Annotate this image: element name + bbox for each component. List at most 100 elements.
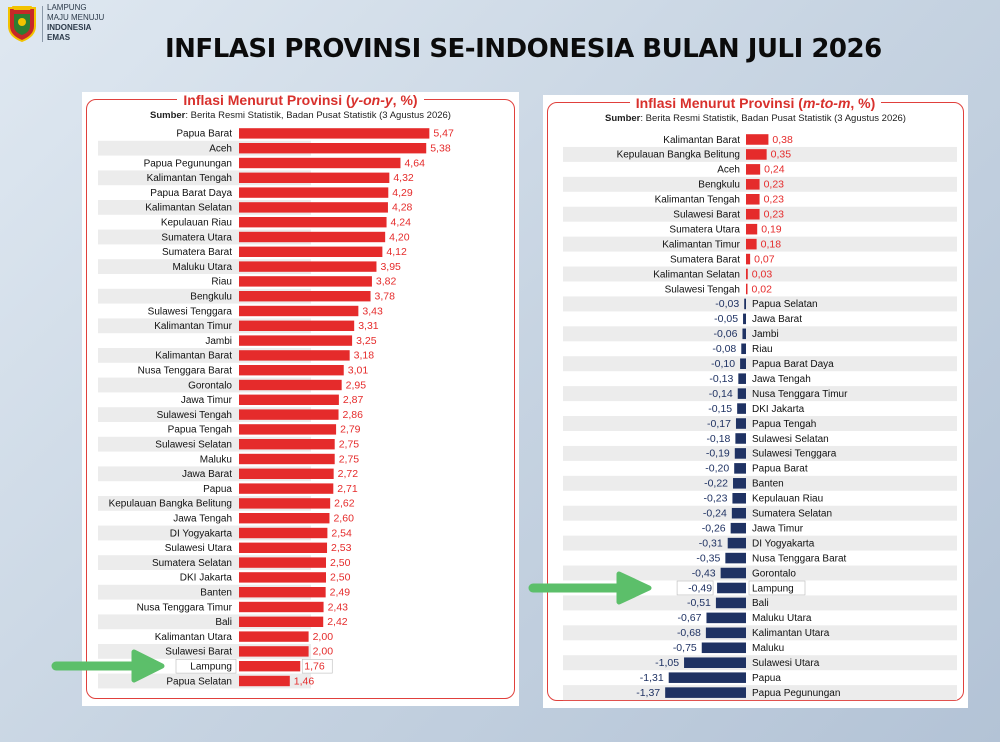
value-label: 5,38	[430, 142, 451, 154]
value-label: -0,14	[709, 388, 733, 400]
value-label: 4,29	[392, 187, 413, 199]
row-stripe	[563, 416, 957, 431]
highlight-box	[748, 580, 806, 596]
row-stripe	[563, 505, 957, 521]
bar	[239, 320, 355, 331]
bar	[738, 373, 746, 384]
logo-divider	[42, 6, 43, 42]
bar	[239, 498, 331, 509]
value-label: 2,00	[313, 631, 334, 643]
source-label: Sumber	[150, 110, 186, 121]
value-label: 2,42	[327, 616, 348, 628]
row-stripe	[563, 685, 957, 701]
value-label: 0,23	[764, 209, 785, 221]
value-label: 0,38	[772, 134, 793, 146]
value-label: 3,43	[362, 305, 383, 317]
value-label: 2,43	[328, 601, 349, 613]
value-label: 2,60	[333, 512, 354, 524]
category-label: Papua Barat	[176, 129, 232, 140]
value-label: 4,64	[404, 157, 425, 169]
category-label: Bali	[215, 617, 232, 628]
bar	[746, 268, 748, 280]
category-label: Gorontalo	[752, 568, 796, 579]
value-label: 0,23	[764, 179, 785, 191]
bar	[737, 388, 746, 399]
bar	[239, 187, 389, 198]
highlight-box	[175, 658, 237, 674]
category-label: Riau	[752, 344, 773, 355]
logo-line: EMAS	[47, 33, 71, 42]
bar	[725, 552, 746, 564]
value-label: -0,22	[704, 478, 728, 490]
source-text: : Berita Resmi Statistik, Badan Pusat St…	[640, 113, 906, 124]
bar	[734, 448, 746, 459]
mtm-bar-chart: Kalimantan Barat 0,38 Kepulauan Bangka Bel…	[563, 134, 957, 701]
value-label: 2,79	[340, 424, 361, 436]
highlight-arrow-icon	[528, 571, 652, 605]
category-label: Sulawesi Barat	[165, 647, 232, 658]
category-label: Papua Tengah	[168, 425, 232, 436]
value-label: -0,24	[703, 508, 727, 520]
category-label: Sulawesi Selatan	[752, 434, 829, 445]
bar	[239, 587, 326, 598]
value-label: -0,05	[714, 313, 738, 325]
row-stripe	[563, 565, 957, 581]
title-prefix: Inflasi Menurut Provinsi (	[183, 92, 351, 108]
bar	[743, 313, 746, 325]
bar	[239, 202, 388, 213]
category-label: Papua Selatan	[166, 676, 232, 687]
value-label: 0,23	[764, 194, 785, 206]
row-stripe	[563, 655, 957, 671]
row-stripe	[563, 356, 957, 372]
category-label: Sumatera Selatan	[752, 509, 832, 520]
row-stripe	[563, 535, 957, 551]
yoy-bar-chart: Papua Barat 5,47 Aceh 5,38 Papua Pegunungan 4…	[98, 128, 454, 689]
category-label: Papua Barat Daya	[150, 188, 232, 199]
category-label: Papua Pegunungan	[144, 158, 232, 169]
value-label: 2,00	[313, 646, 334, 658]
value-label: 0,02	[752, 283, 773, 295]
category-label: Sulawesi Utara	[752, 658, 820, 669]
bar	[239, 646, 309, 657]
bar	[734, 463, 746, 474]
bar	[701, 642, 746, 654]
category-label: Kalimantan Tengah	[147, 173, 232, 184]
bar	[746, 238, 757, 250]
category-label: Jawa Timur	[752, 523, 804, 534]
value-label: 4,24	[391, 216, 412, 228]
category-label: Bali	[752, 598, 769, 609]
value-label: 2,95	[346, 379, 367, 391]
bar	[239, 172, 390, 183]
logo-line: LAMPUNG	[47, 3, 87, 12]
category-label: Papua	[752, 673, 781, 684]
value-label: -0,17	[707, 418, 731, 430]
title-italic: y-on-y	[350, 92, 393, 108]
value-label: 3,01	[348, 364, 369, 376]
category-label: Lampung	[190, 661, 232, 672]
value-label: 0,35	[771, 149, 792, 161]
logo-text: LAMPUNG MAJU MENUJU INDONESIA EMAS	[47, 3, 104, 43]
value-label: -0,13	[709, 373, 733, 385]
category-label: Jawa Tengah	[173, 513, 232, 524]
bar	[732, 493, 746, 504]
bar	[239, 572, 326, 583]
category-label: Kalimantan Timur	[662, 239, 740, 250]
category-label: Banten	[200, 587, 232, 598]
value-label: 1,46	[294, 675, 315, 687]
value-label: 2,50	[330, 557, 351, 569]
category-label: Aceh	[209, 143, 232, 154]
category-label: DKI Jakarta	[180, 573, 233, 584]
highlight-arrow-icon	[51, 649, 165, 683]
category-label: Banten	[752, 479, 784, 490]
bar	[746, 223, 758, 235]
bar	[239, 217, 387, 228]
category-label: Nusa Tenggara Timur	[137, 602, 233, 613]
bar	[741, 343, 746, 355]
yoy-chart-title: Inflasi Menurut Provinsi (y-on-y, %)	[82, 92, 519, 108]
category-label: Sulawesi Tengah	[665, 284, 740, 295]
value-label: 0,19	[761, 223, 782, 235]
category-label: Aceh	[717, 165, 740, 176]
category-label: Kalimantan Utara	[752, 628, 830, 639]
value-label: 4,12	[386, 246, 407, 258]
row-stripe	[563, 266, 957, 282]
